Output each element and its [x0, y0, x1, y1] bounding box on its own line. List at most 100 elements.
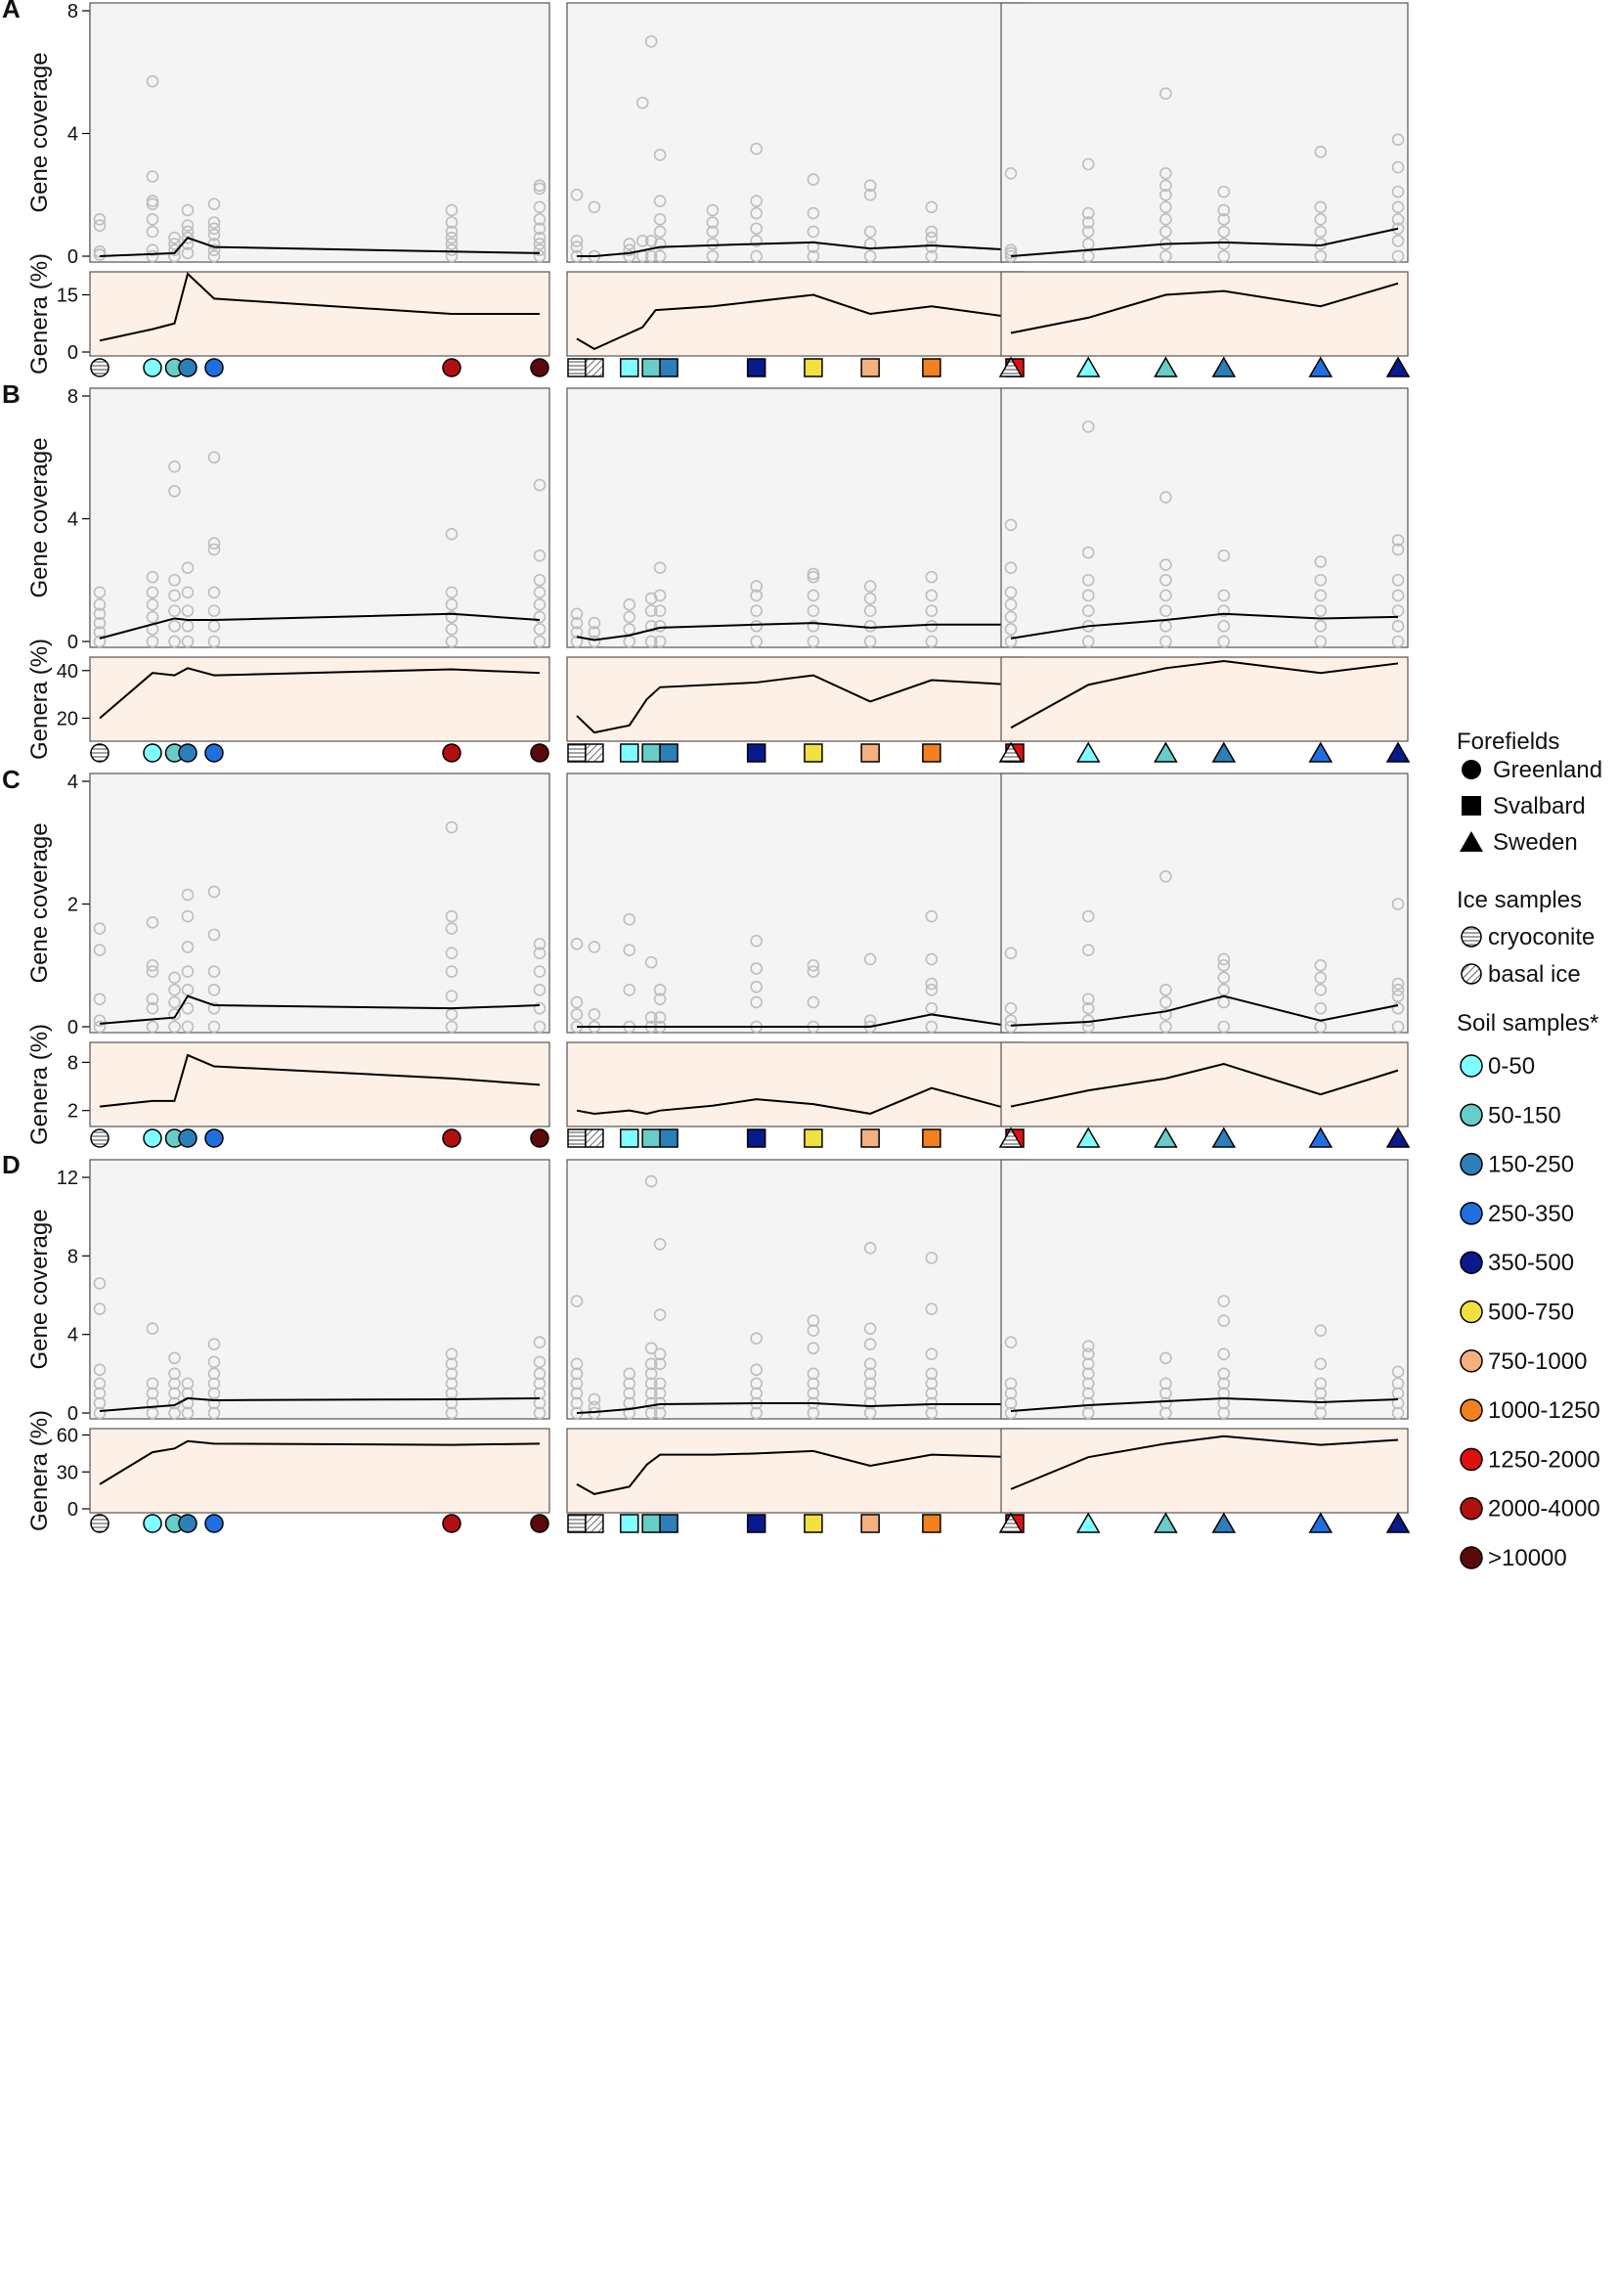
y-tick-label-coverage: 8 — [67, 386, 78, 408]
data-point — [1314, 604, 1328, 617]
data-point — [644, 1377, 658, 1391]
sample-circle-icon — [90, 743, 109, 763]
legend-square-icon — [1462, 796, 1481, 816]
sample-square-icon — [641, 358, 661, 377]
data-point — [445, 947, 459, 960]
data-point — [93, 607, 107, 621]
data-point — [1004, 1001, 1018, 1015]
genera-plot-bg — [566, 1041, 1026, 1127]
sample-circle-icon — [90, 358, 109, 377]
data-point — [207, 198, 221, 210]
legend-soil-title: Soil samples* — [1457, 1010, 1598, 1037]
data-point — [445, 527, 459, 541]
data-point — [207, 1001, 221, 1015]
legend-soil-swatch-icon — [1460, 1152, 1483, 1176]
data-point — [1159, 213, 1172, 226]
data-point — [533, 573, 547, 587]
sample-square-icon — [746, 1514, 766, 1533]
genera-plot-bg — [566, 271, 1026, 357]
data-point — [168, 1406, 181, 1420]
data-point — [644, 235, 658, 247]
coverage-plot-bg — [1000, 1159, 1409, 1420]
data-point — [533, 1396, 547, 1410]
data-point — [1081, 1406, 1095, 1420]
data-point — [207, 216, 221, 229]
data-point — [1391, 604, 1405, 617]
sample-square-icon — [659, 1514, 678, 1533]
data-point — [807, 958, 820, 972]
data-point — [623, 1406, 636, 1420]
y-tick-label-coverage: 8 — [67, 1, 78, 22]
data-point — [1004, 1336, 1018, 1349]
sample-square-icon — [659, 743, 678, 763]
genera-line — [576, 674, 1016, 734]
data-point — [570, 1367, 584, 1381]
data-point — [1314, 1324, 1328, 1337]
data-point — [168, 484, 181, 498]
data-point — [533, 610, 547, 624]
data-point — [1081, 206, 1095, 220]
data-point — [644, 604, 658, 617]
data-point — [1159, 995, 1172, 1009]
data-point — [533, 1367, 547, 1381]
data-point — [588, 200, 601, 214]
data-point — [1159, 573, 1172, 587]
data-point — [807, 965, 820, 978]
panel-letter-D: D — [2, 1150, 21, 1179]
data-point — [445, 1406, 459, 1420]
y-tick-label-genera: 0 — [67, 342, 78, 364]
panel-letter-C: C — [2, 765, 21, 794]
data-point — [588, 1392, 601, 1406]
data-point — [570, 616, 584, 630]
sample-square-icon — [746, 1128, 766, 1148]
data-point — [1081, 1001, 1095, 1015]
data-point — [181, 941, 195, 953]
sample-circle-icon — [530, 358, 549, 377]
data-point — [146, 1001, 159, 1015]
data-point — [1159, 558, 1172, 571]
data-point — [168, 243, 181, 257]
sample-triangle-icon — [1385, 1126, 1411, 1148]
data-point — [1159, 1020, 1172, 1034]
data-point — [807, 589, 820, 602]
sample-square-icon — [860, 1514, 880, 1533]
data-point — [925, 1387, 939, 1400]
data-point — [644, 1011, 658, 1024]
sample-circle-icon — [530, 1128, 549, 1148]
genera-line — [576, 1086, 1016, 1116]
chart-area: A Gene coverage Genera (%) 0 4 8 0 15 B Gene cove… — [2, 0, 1411, 1533]
data-point — [181, 586, 195, 599]
data-point — [750, 635, 763, 648]
data-point — [570, 995, 584, 1009]
sample-circle-icon — [178, 743, 197, 763]
data-point — [1081, 589, 1095, 602]
data-point — [533, 984, 547, 996]
data-point — [644, 1396, 658, 1410]
sample-circle-icon — [442, 743, 461, 763]
data-point — [207, 451, 221, 464]
data-point — [653, 1377, 667, 1391]
legend-soil-label: 150-250 — [1488, 1152, 1574, 1178]
data-point — [1314, 971, 1328, 985]
data-point — [807, 1387, 820, 1400]
mean-coverage-line — [577, 241, 1016, 257]
data-point — [1081, 993, 1095, 1006]
data-point — [168, 1351, 181, 1365]
mean-coverage-line — [1010, 227, 1399, 257]
data-point — [168, 995, 181, 1009]
data-point — [570, 188, 584, 201]
data-point — [653, 1238, 667, 1251]
legend: Forefields Ice samples Soil samples* Gre… — [1457, 729, 1602, 1571]
data-point — [1081, 1347, 1095, 1361]
data-point — [146, 916, 159, 929]
sample-triangle-icon — [1075, 1512, 1101, 1533]
data-point — [653, 589, 667, 602]
data-point — [168, 238, 181, 250]
data-point — [863, 635, 877, 648]
data-point — [750, 1363, 763, 1377]
sample-square-icon — [585, 358, 604, 377]
legend-soil-label: 250-350 — [1488, 1201, 1574, 1227]
data-point — [445, 1357, 459, 1371]
sample-triangle-icon — [1211, 1512, 1237, 1533]
sample-square-icon — [641, 1514, 661, 1533]
